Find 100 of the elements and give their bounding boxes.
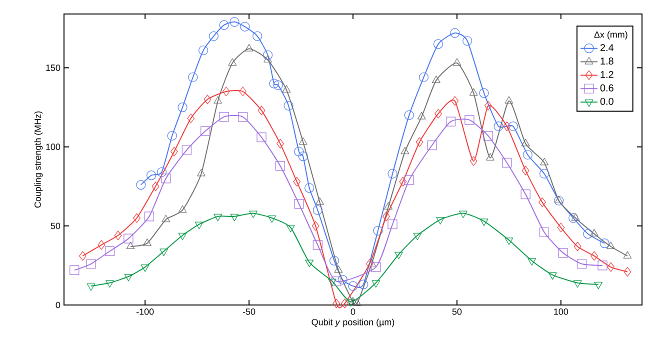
- legend-label: 1.2: [600, 70, 614, 78]
- point: [146, 170, 156, 180]
- point: [98, 240, 106, 250]
- point: [239, 86, 246, 96]
- point: [244, 44, 254, 52]
- point: [479, 88, 489, 98]
- point: [452, 58, 462, 66]
- point: [366, 259, 374, 269]
- point: [346, 299, 356, 307]
- point: [548, 272, 557, 280]
- point: [214, 214, 222, 222]
- point: [86, 283, 96, 291]
- legend-title: Δx (mm): [594, 31, 628, 40]
- point: [341, 298, 348, 308]
- point: [600, 238, 610, 248]
- point: [528, 258, 536, 266]
- point: [178, 205, 187, 213]
- point: [358, 280, 368, 290]
- point: [494, 121, 504, 132]
- point: [294, 198, 304, 209]
- y-axis-title: Coupling strength (MHz): [34, 111, 43, 208]
- point: [416, 137, 424, 147]
- point: [204, 94, 212, 104]
- point: [316, 197, 324, 205]
- point: [573, 280, 582, 288]
- point: [142, 238, 152, 246]
- point: [520, 189, 530, 200]
- point: [382, 212, 390, 222]
- point: [470, 156, 478, 166]
- point: [624, 266, 632, 277]
- point: [540, 158, 548, 166]
- point: [167, 130, 177, 141]
- point: [334, 265, 343, 273]
- point: [568, 213, 578, 223]
- point: [238, 112, 248, 122]
- point: [606, 242, 616, 250]
- point: [126, 242, 135, 250]
- point: [590, 251, 598, 261]
- point: [539, 227, 550, 238]
- x-tick-label: 100: [554, 308, 568, 315]
- point: [293, 176, 301, 186]
- point: [574, 242, 582, 252]
- point: [446, 116, 456, 126]
- legend-label: 0.6: [600, 84, 614, 92]
- x-tick-label: -50: [242, 308, 256, 315]
- point: [417, 112, 426, 120]
- point: [252, 31, 262, 41]
- point: [114, 230, 122, 240]
- point: [590, 229, 598, 236]
- point: [256, 132, 266, 142]
- point: [418, 72, 428, 82]
- point: [284, 100, 294, 111]
- point: [312, 240, 322, 250]
- y-tick-label: 50: [50, 222, 60, 230]
- point: [368, 259, 376, 266]
- point: [508, 121, 518, 132]
- point: [329, 256, 340, 266]
- x-axis-title: Qubit y position (µm): [312, 318, 394, 328]
- point: [140, 264, 150, 272]
- point: [522, 166, 530, 176]
- x-tick-label: 0: [350, 308, 356, 315]
- point: [249, 210, 258, 218]
- point: [194, 222, 204, 230]
- point: [404, 110, 414, 120]
- point: [504, 238, 514, 245]
- point: [152, 182, 160, 192]
- point: [404, 175, 414, 185]
- point: [576, 259, 587, 269]
- point: [557, 222, 565, 232]
- point: [268, 215, 276, 223]
- point: [106, 280, 114, 288]
- point: [522, 150, 532, 160]
- point: [503, 121, 511, 132]
- point: [583, 229, 593, 239]
- point: [294, 146, 304, 156]
- point: [469, 88, 478, 96]
- point: [133, 213, 140, 223]
- point: [464, 115, 474, 125]
- point: [521, 138, 530, 146]
- point: [352, 298, 362, 306]
- y-tick-label: 0: [56, 302, 60, 308]
- point: [433, 39, 444, 49]
- point: [162, 214, 170, 222]
- point: [262, 50, 273, 60]
- point: [170, 146, 178, 156]
- y-tick-label: 150: [46, 64, 60, 71]
- point: [484, 100, 492, 111]
- point: [394, 252, 403, 260]
- point: [483, 130, 493, 141]
- point: [178, 232, 187, 240]
- point: [230, 214, 239, 222]
- point: [286, 224, 295, 232]
- point: [264, 55, 272, 62]
- legend-label: 1.8: [600, 58, 614, 65]
- point: [228, 58, 237, 66]
- point: [276, 138, 284, 148]
- point: [623, 251, 632, 259]
- point: [282, 85, 291, 92]
- point: [558, 248, 568, 258]
- point: [208, 31, 218, 41]
